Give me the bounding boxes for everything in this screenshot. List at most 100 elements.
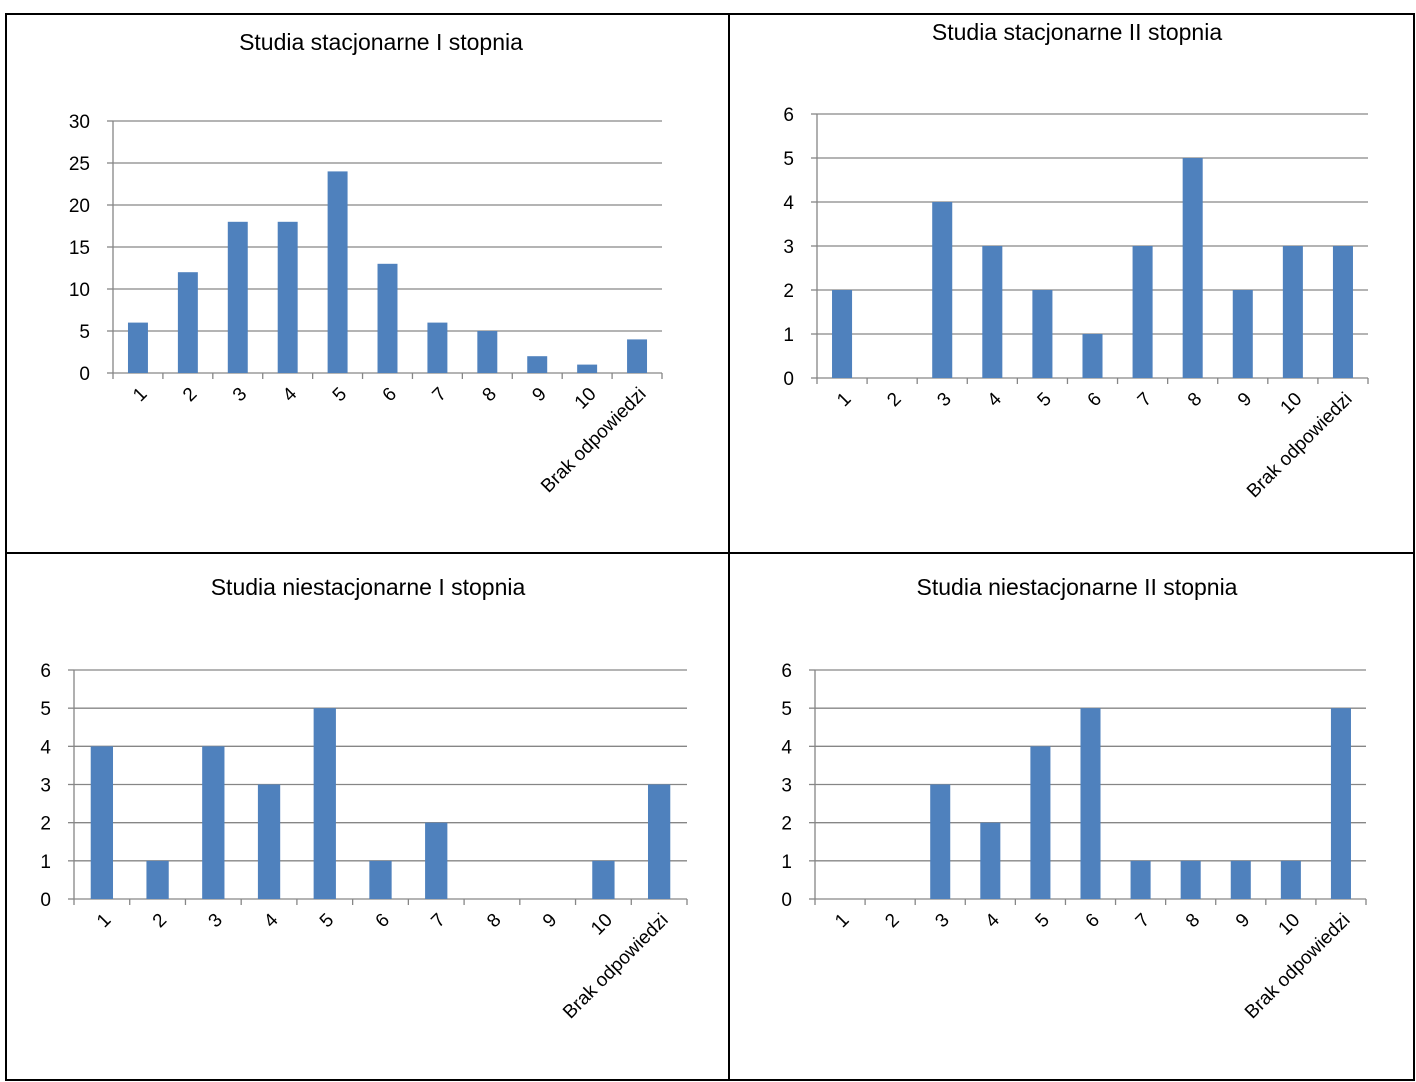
x-tick-label: 2: [179, 384, 201, 406]
chart-title: Studia stacjonarne I stopnia: [239, 29, 523, 55]
y-tick-label: 2: [783, 281, 794, 302]
bar: [527, 356, 548, 373]
y-tick-label: 6: [781, 661, 792, 682]
bar: [832, 290, 853, 378]
x-tick-label: 10: [1277, 389, 1307, 419]
y-tick-label: 1: [40, 852, 51, 873]
x-tick-label: 10: [587, 910, 617, 940]
y-tick-label: 20: [69, 196, 90, 217]
y-tick-label: 0: [79, 364, 90, 385]
x-tick-label: Brak odpowiedzi: [559, 910, 672, 1023]
x-tick-label: 2: [883, 389, 905, 411]
x-tick-label: 3: [933, 389, 955, 411]
y-tick-label: 0: [783, 369, 794, 390]
x-tick-label: 6: [372, 910, 394, 932]
x-tick-label: 1: [833, 389, 855, 411]
bar: [592, 860, 615, 899]
x-tick-label: 2: [149, 910, 171, 932]
y-tick-label: 15: [69, 238, 90, 259]
chart-title: Studia stacjonarne II stopnia: [932, 19, 1222, 45]
y-tick-label: 4: [40, 737, 51, 758]
bar: [1180, 860, 1201, 899]
x-tick-label: 7: [1132, 910, 1154, 932]
cell-border-outer: [5, 13, 1415, 1081]
y-tick-label: 2: [40, 814, 51, 835]
bar: [627, 339, 648, 373]
x-tick-label: 4: [279, 383, 302, 406]
chart-title: Studia niestacjonarne II stopnia: [917, 574, 1238, 600]
bar: [477, 331, 498, 373]
x-tick-label: 6: [379, 384, 401, 406]
y-tick-label: 10: [69, 280, 90, 301]
bar: [277, 221, 298, 373]
bar: [1080, 708, 1101, 899]
x-tick-label: 7: [427, 910, 449, 932]
y-tick-label: 4: [783, 193, 794, 214]
bar: [1082, 334, 1103, 378]
chart-niestacjonarne-i: Studia niestacjonarne I stopnia 0 1 2 3 4 5 6 1…: [40, 574, 688, 1023]
x-tick-label: 8: [479, 384, 501, 406]
y-tick-label: 0: [781, 890, 792, 911]
x-tick-label: 4: [984, 388, 1007, 411]
y-tick-label: 5: [781, 699, 792, 720]
x-tick-label: 2: [881, 910, 903, 932]
y-tick-label: 6: [40, 661, 51, 682]
bar: [257, 784, 281, 899]
bar: [980, 822, 1001, 899]
x-tick-label: 9: [1234, 389, 1256, 411]
chart-title: Studia niestacjonarne I stopnia: [211, 574, 526, 600]
x-tick-label: 1: [93, 910, 115, 932]
bar: [1132, 246, 1153, 378]
y-tick-label: 6: [783, 105, 794, 126]
bar: [327, 171, 348, 373]
bar: [1030, 746, 1051, 899]
bar: [1280, 860, 1301, 899]
x-tick-label: 5: [1032, 910, 1054, 932]
y-tick-label: 1: [783, 325, 794, 346]
y-tick-label: 30: [69, 112, 90, 133]
y-tick-label: 3: [781, 776, 792, 797]
x-tick-label: 7: [429, 384, 451, 406]
y-tick-label: 0: [40, 890, 51, 911]
bar: [313, 708, 336, 899]
x-tick-label: 4: [982, 909, 1005, 932]
bar: [1232, 290, 1253, 378]
x-tick-label: 6: [1084, 389, 1106, 411]
bar: [1032, 290, 1053, 378]
x-tick-label: 10: [571, 384, 601, 414]
x-tick-label: 3: [205, 910, 227, 932]
x-tick-label: 5: [329, 384, 351, 406]
x-tick-label: 9: [539, 910, 561, 932]
bar: [177, 272, 198, 373]
bar: [1230, 860, 1251, 899]
bar: [427, 322, 448, 373]
y-tick-label: 1: [781, 852, 792, 873]
y-tick-label: 2: [781, 814, 792, 835]
bar: [577, 364, 598, 373]
x-tick-label: 5: [316, 910, 338, 932]
x-tick-label: 8: [1184, 389, 1206, 411]
x-tick-label: 9: [1232, 910, 1254, 932]
bar: [982, 246, 1003, 378]
x-tick-label: 4: [260, 909, 283, 932]
chart-stacjonarne-i: Studia stacjonarne I stopnia 0 5 10 15 20 25 3…: [69, 29, 663, 497]
bar: [425, 822, 448, 899]
bar: [202, 746, 225, 899]
x-tick-label: 8: [483, 910, 505, 932]
x-tick-label: 1: [831, 910, 853, 932]
bar: [1182, 158, 1203, 378]
bar: [90, 746, 114, 899]
x-tick-label: 3: [229, 384, 251, 406]
bar: [1282, 246, 1303, 378]
x-tick-label: 8: [1182, 910, 1204, 932]
x-tick-label: 3: [931, 910, 953, 932]
chart-niestacjonarne-ii: Studia niestacjonarne II stopnia 0 1 2 3 4 5 6…: [781, 574, 1367, 1023]
bar: [930, 784, 951, 899]
y-tick-label: 5: [40, 699, 51, 720]
y-tick-label: 5: [783, 149, 794, 170]
y-tick-label: 25: [69, 154, 90, 175]
bar: [1330, 708, 1351, 899]
x-tick-label: 7: [1134, 389, 1156, 411]
bar: [932, 202, 953, 378]
